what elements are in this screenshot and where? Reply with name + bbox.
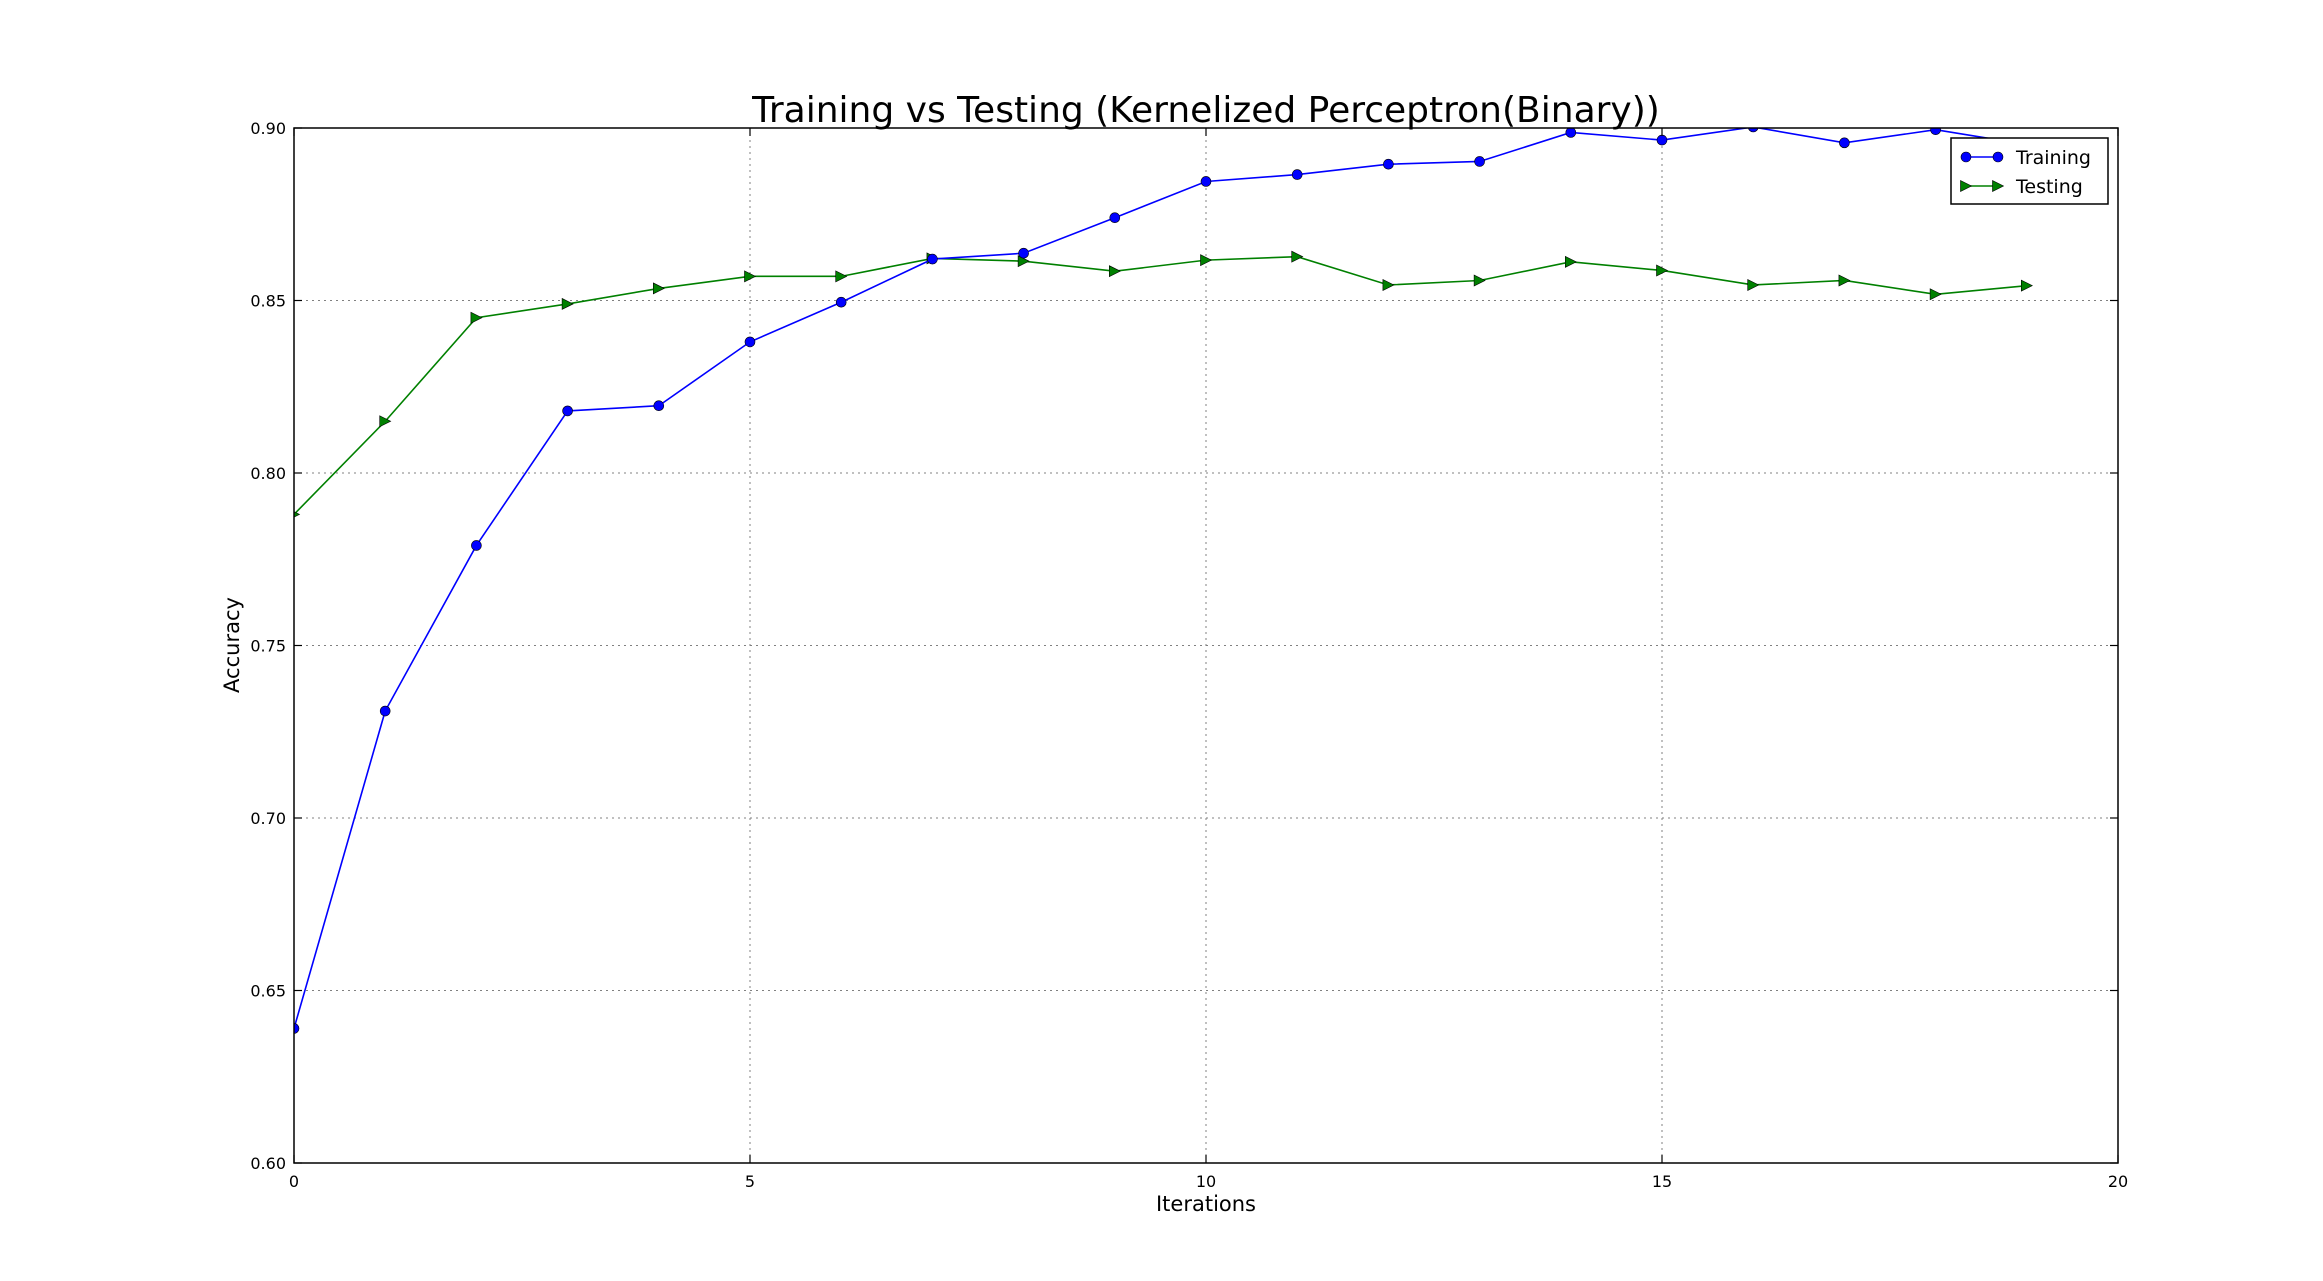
training-point — [1748, 128, 1759, 133]
training-point — [562, 405, 573, 417]
testing-point — [1656, 264, 1669, 277]
legend-entry-training: Training — [1960, 147, 2091, 169]
y-tick-label: 0.65 — [250, 982, 286, 1001]
y-tick-label: 0.70 — [250, 809, 286, 828]
training-point — [744, 336, 756, 348]
testing-line — [294, 255, 2027, 515]
testing-point — [1291, 250, 1304, 263]
testing-point — [1473, 274, 1486, 287]
testing-point — [2021, 279, 2033, 292]
testing-point — [379, 415, 392, 428]
series-testing — [294, 250, 2033, 518]
testing-point — [1929, 288, 1942, 301]
training-point — [1383, 158, 1394, 170]
training-point — [1565, 128, 1577, 138]
chart-title: Training vs Testing (Kernelized Perceptr… — [751, 90, 1660, 131]
training-point — [1200, 176, 1212, 187]
y-tick-label: 0.80 — [250, 464, 286, 483]
legend-box — [1950, 137, 2109, 205]
legend-marker-training — [1960, 151, 1972, 163]
training-point — [379, 705, 391, 717]
testing-point — [744, 270, 757, 283]
testing-point — [561, 297, 574, 310]
testing-point — [1838, 274, 1851, 287]
y-tick-label: 0.75 — [250, 637, 286, 656]
legend: Training Testing — [1950, 137, 2109, 205]
x-tick-label: 20 — [2108, 1172, 2128, 1191]
training-point — [835, 296, 847, 308]
testing-point — [1200, 254, 1213, 267]
x-tick-label: 5 — [745, 1172, 755, 1191]
legend-marker-testing — [1960, 180, 1973, 192]
x-tick-label: 0 — [289, 1172, 299, 1191]
training-point — [1656, 134, 1668, 146]
testing-point — [294, 511, 301, 518]
legend-entries: Training Testing — [1960, 147, 2091, 198]
series-group — [294, 128, 2033, 1034]
testing-point — [1747, 278, 1760, 291]
training-point — [1018, 247, 1029, 259]
series-training — [294, 128, 2033, 1034]
training-point — [927, 253, 938, 265]
y-tick-label: 0.60 — [250, 1154, 286, 1173]
x-axis-label: Iterations — [1156, 1192, 1256, 1216]
y-tick-label: 0.85 — [250, 292, 286, 311]
y-axis-label: Accuracy — [220, 597, 244, 693]
legend-label-testing: Testing — [2015, 176, 2083, 198]
x-tick-label: 15 — [1652, 1172, 1672, 1191]
legend-marker-testing — [1992, 180, 2005, 192]
testing-point — [1382, 278, 1395, 291]
testing-point — [835, 270, 848, 283]
testing-point — [470, 311, 483, 324]
x-tick-label: 10 — [1196, 1172, 1216, 1191]
legend-entry-testing: Testing — [1960, 176, 2083, 198]
testing-point — [652, 282, 665, 295]
testing-point — [1565, 255, 1577, 268]
training-line — [294, 128, 2027, 1029]
training-point — [653, 400, 665, 412]
training-point — [1930, 128, 1941, 136]
legend-label-training: Training — [2015, 147, 2091, 169]
training-point — [1474, 156, 1485, 167]
training-point — [1291, 169, 1303, 180]
training-point — [1839, 137, 1850, 149]
training-point — [294, 1023, 300, 1034]
testing-point — [1109, 265, 1121, 278]
legend-marker-training — [1992, 151, 2004, 163]
training-point — [1109, 212, 1121, 223]
y-tick-label: 0.90 — [250, 119, 286, 138]
axis-ticks: 0 5 10 15 20 0.60 0.65 0.70 0.75 0.80 0.85 0.90 — [250, 119, 2128, 1191]
training-point — [471, 540, 482, 551]
